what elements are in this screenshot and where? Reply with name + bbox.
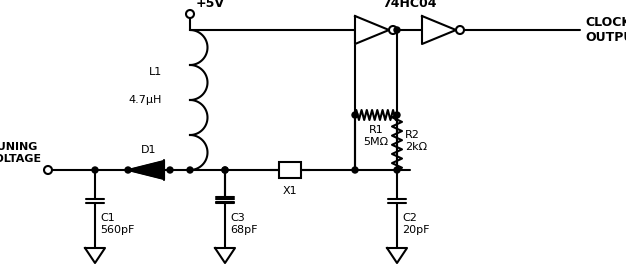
Circle shape [222, 167, 228, 173]
Circle shape [352, 112, 358, 118]
Circle shape [394, 167, 400, 173]
Polygon shape [355, 16, 389, 44]
Text: L1: L1 [149, 67, 162, 77]
Text: CLOCK
OUTPUT: CLOCK OUTPUT [585, 16, 626, 44]
Bar [279, 162, 301, 178]
Circle shape [352, 167, 358, 173]
Text: C3: C3 [230, 213, 245, 223]
Text: X1: X1 [283, 186, 297, 196]
Circle shape [394, 112, 400, 118]
Circle shape [187, 167, 193, 173]
Text: 2kΩ: 2kΩ [405, 141, 427, 152]
Circle shape [389, 26, 397, 34]
Circle shape [92, 167, 98, 173]
Text: C2: C2 [402, 213, 417, 223]
Circle shape [167, 167, 173, 173]
Text: R2: R2 [405, 129, 420, 140]
Circle shape [394, 27, 400, 33]
Text: TUNING
VOLTAGE: TUNING VOLTAGE [0, 143, 42, 164]
Circle shape [186, 10, 194, 18]
Circle shape [125, 167, 131, 173]
Circle shape [44, 166, 52, 174]
Circle shape [222, 167, 228, 173]
Polygon shape [128, 161, 164, 179]
Text: R1: R1 [369, 125, 383, 135]
Text: 74HC04: 74HC04 [382, 0, 437, 10]
Text: +5V: +5V [196, 0, 225, 10]
Text: C1: C1 [100, 213, 115, 223]
Text: 4.7μH: 4.7μH [128, 95, 162, 105]
Text: D1: D1 [141, 145, 156, 155]
Text: 20pF: 20pF [402, 225, 429, 235]
Polygon shape [422, 16, 456, 44]
Circle shape [456, 26, 464, 34]
Text: 68pF: 68pF [230, 225, 257, 235]
Text: 5MΩ: 5MΩ [364, 137, 389, 147]
Text: 560pF: 560pF [100, 225, 135, 235]
